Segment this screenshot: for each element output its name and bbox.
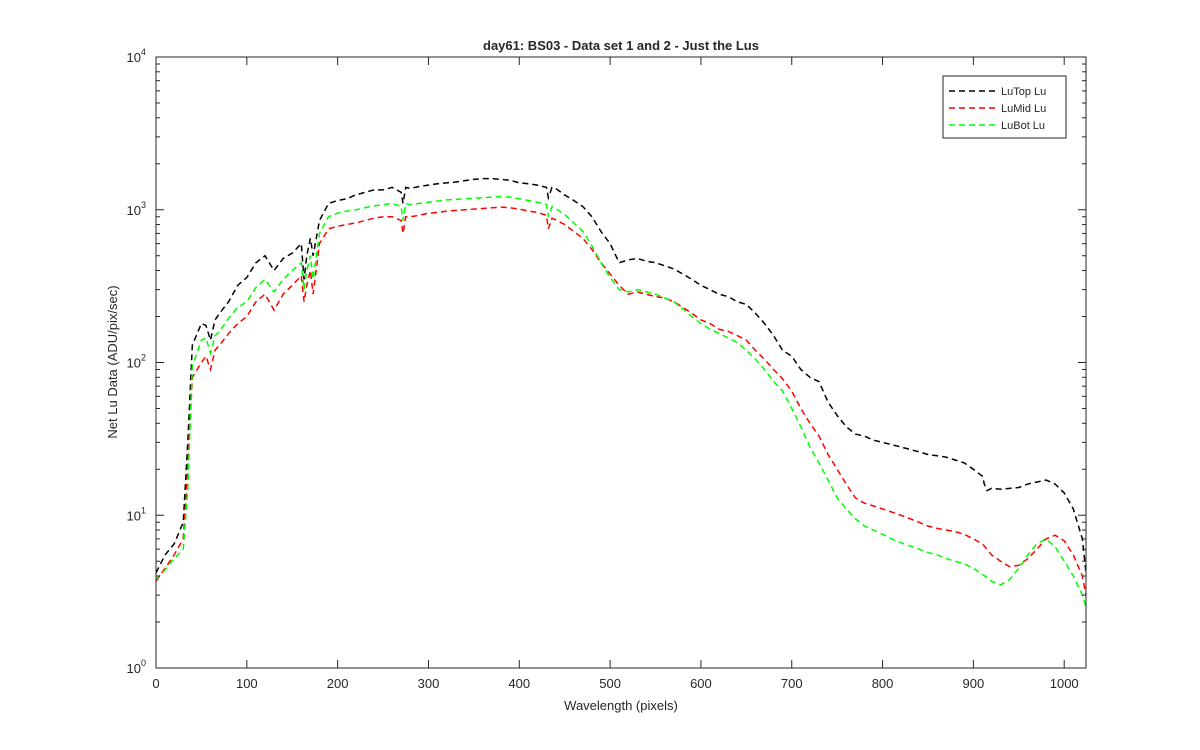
x-tick-label: 600 — [690, 676, 712, 691]
legend: LuTop Lu LuMid Lu LuBot Lu — [942, 75, 1067, 139]
series-line-3 — [156, 195, 1086, 608]
legend-label-3: LuBot Lu — [1001, 120, 1045, 132]
x-tick-label: 200 — [327, 676, 349, 691]
x-tick-label: 1000 — [1050, 676, 1079, 691]
x-tick-label: 0 — [152, 676, 159, 691]
plot-area — [156, 57, 1086, 668]
y-tick-label: 104 — [127, 47, 146, 65]
legend-label-1: LuTop Lu — [1001, 86, 1046, 98]
x-tick-label: 900 — [963, 676, 985, 691]
x-axis: 0 100 200 300 400 500 600 700 800 900 1000 — [152, 57, 1079, 691]
axes-background — [156, 57, 1086, 668]
y-tick-label: 100 — [127, 658, 146, 676]
series-line-2 — [156, 206, 1086, 596]
y-axis: 100 101 102 103 104 — [127, 47, 1086, 676]
x-tick-label: 800 — [872, 676, 894, 691]
legend-label-2: LuMid Lu — [1001, 103, 1046, 115]
x-axis-label: Wavelength (pixels) — [564, 698, 678, 713]
series-layer — [156, 177, 1086, 608]
legend-box — [942, 75, 1067, 139]
x-tick-label: 100 — [236, 676, 258, 691]
x-tick-label: 700 — [781, 676, 803, 691]
y-axis-label: Net Lu Data (ADU/pix/sec) — [105, 285, 120, 438]
x-tick-label: 500 — [599, 676, 621, 691]
series-line-1 — [156, 177, 1086, 574]
y-tick-label: 101 — [127, 505, 146, 523]
x-tick-label: 300 — [418, 676, 440, 691]
x-tick-label: 400 — [508, 676, 530, 691]
chart-title: day61: BS03 - Data set 1 and 2 - Just th… — [483, 38, 759, 53]
y-tick-label: 103 — [127, 200, 146, 218]
y-tick-label: 102 — [127, 353, 146, 371]
